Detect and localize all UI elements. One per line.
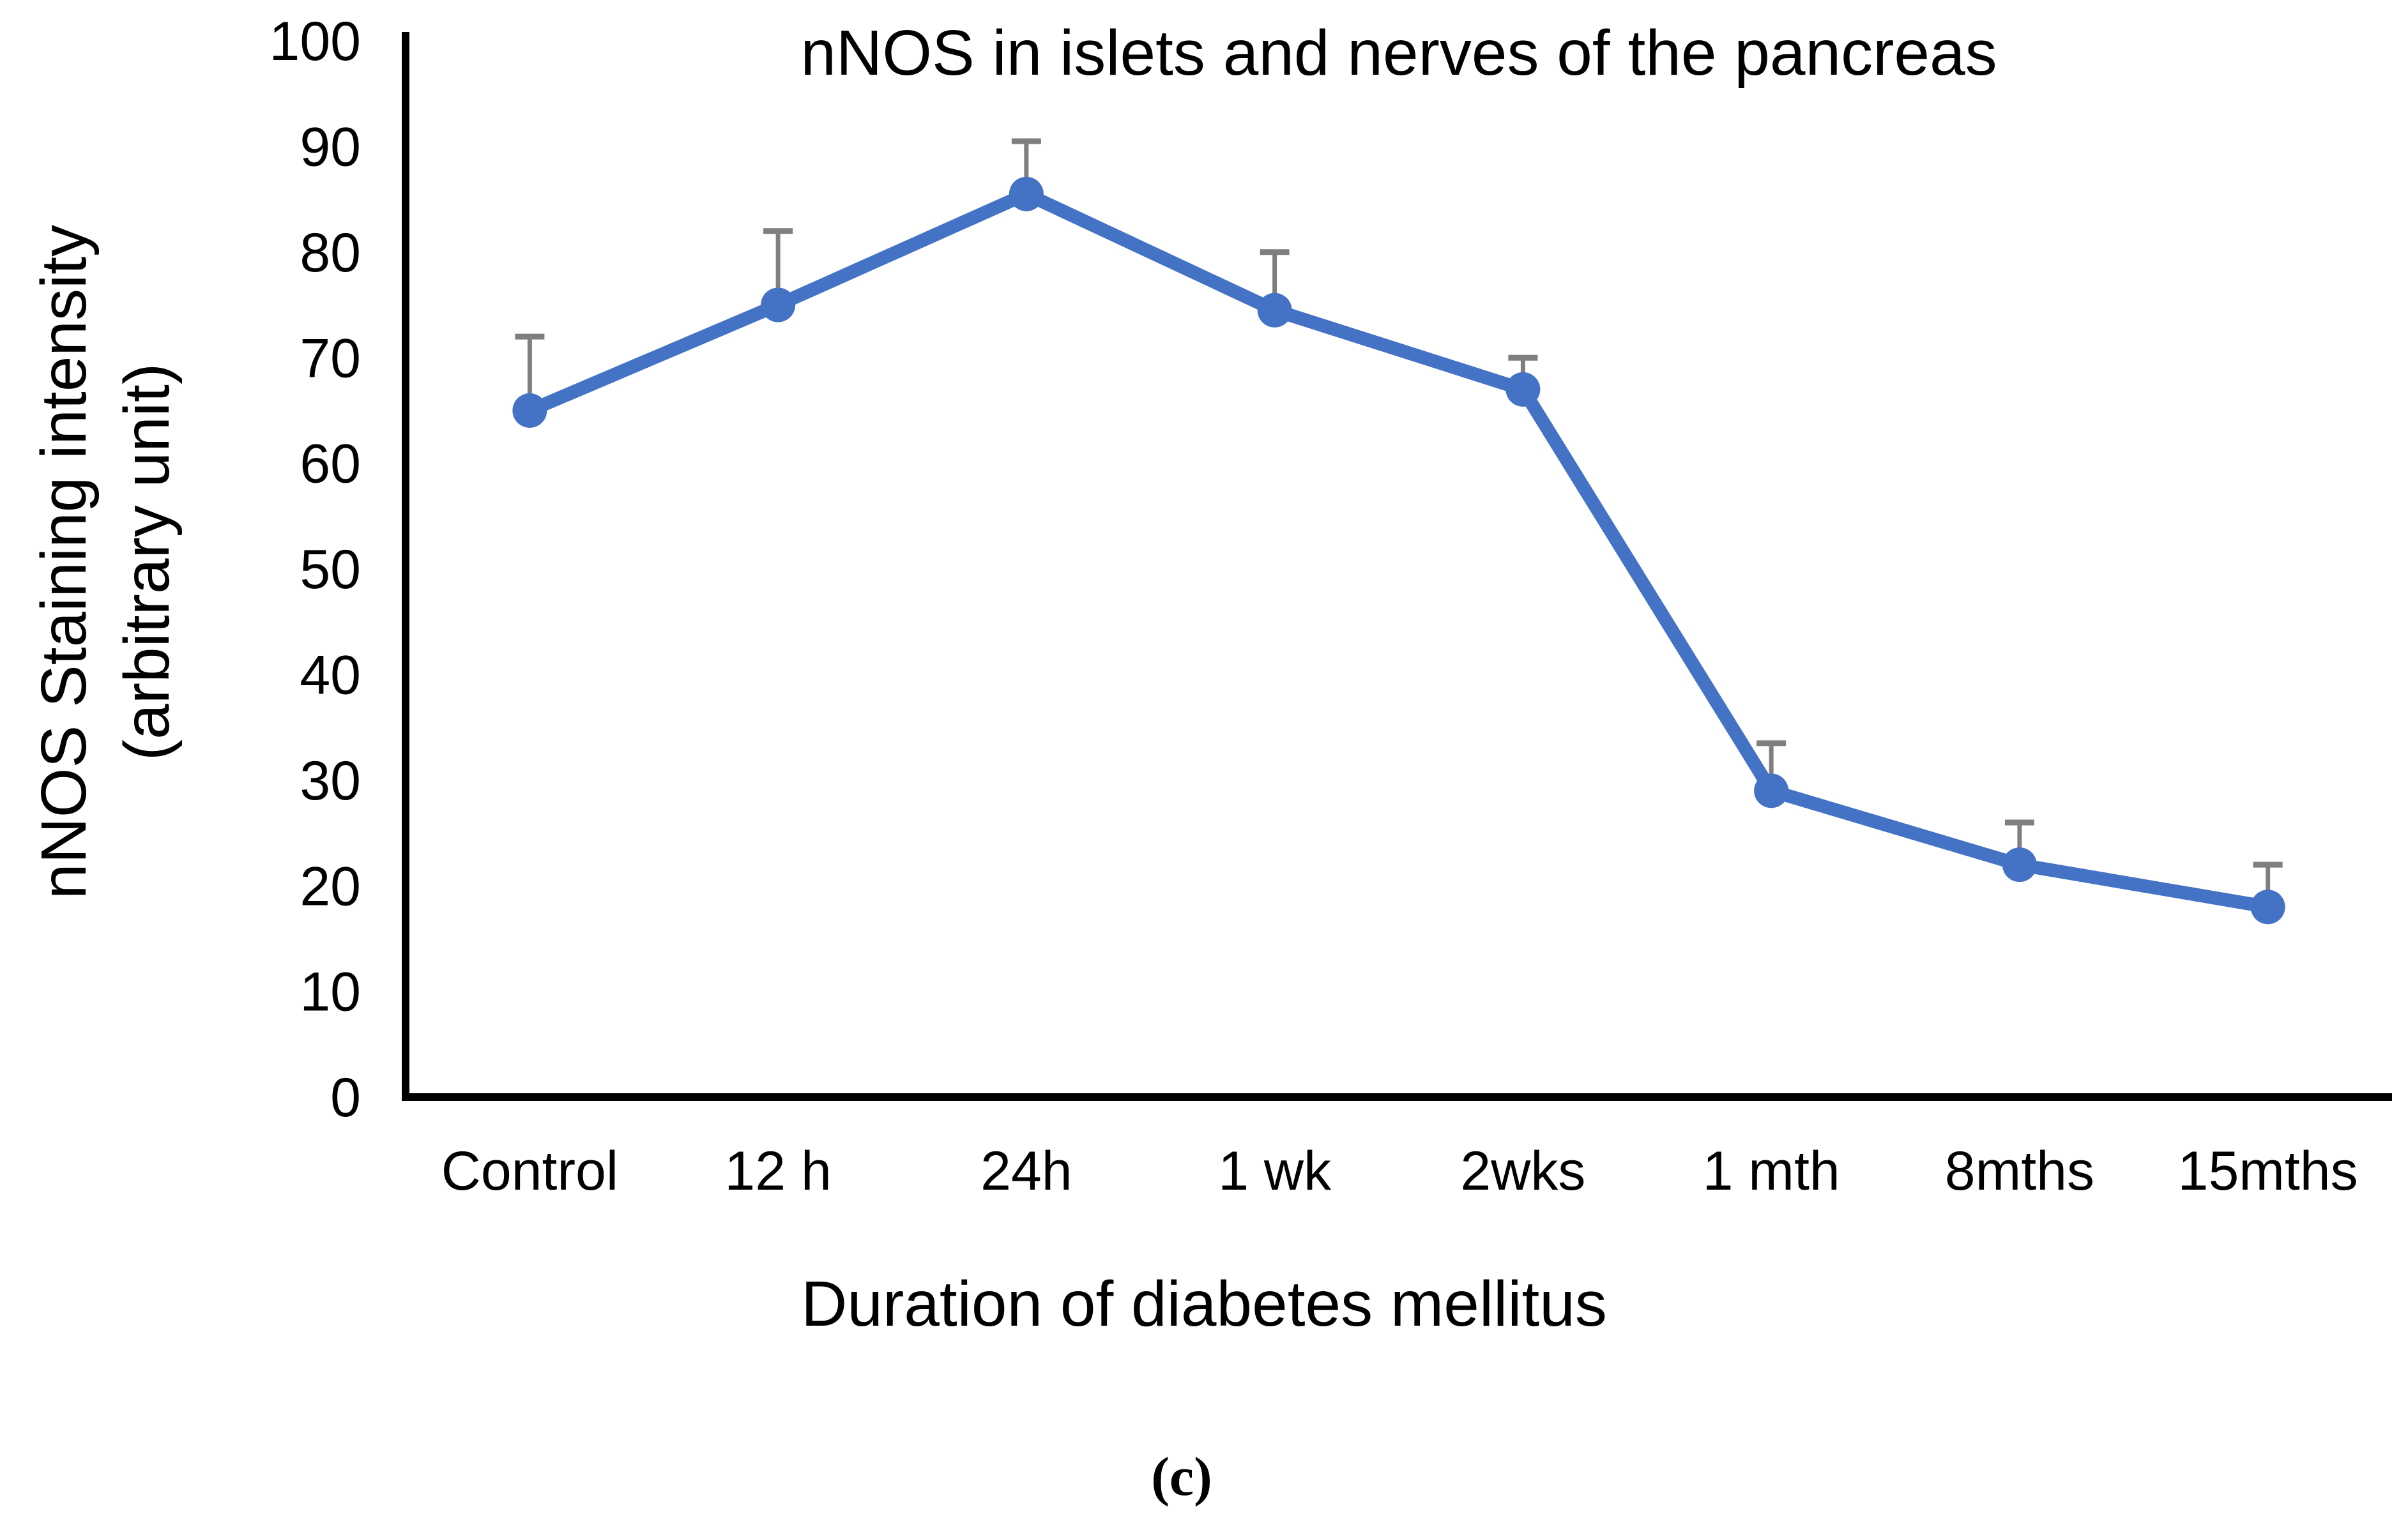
y-tick-label: 80 bbox=[300, 222, 361, 284]
x-tick-label: 12 h bbox=[724, 1140, 831, 1202]
data-point-marker bbox=[1009, 176, 1044, 211]
x-tick-label: 1 wk bbox=[1218, 1140, 1332, 1202]
data-point-marker bbox=[1257, 292, 1292, 328]
data-point-marker bbox=[2002, 847, 2037, 883]
figure-caption: (c) bbox=[1151, 1446, 1212, 1507]
y-axis-title: nNOS Staining intensity (arbitrary unit) bbox=[22, 225, 188, 899]
data-point-marker bbox=[1754, 773, 1789, 808]
y-tick-label: 50 bbox=[300, 539, 361, 600]
y-tick-label: 90 bbox=[300, 117, 361, 178]
x-tick-label: 15mths bbox=[2178, 1140, 2358, 1202]
y-tick-label: 40 bbox=[300, 645, 361, 706]
data-point-marker bbox=[761, 287, 796, 322]
x-axis-title: Duration of diabetes mellitus bbox=[801, 1268, 1607, 1340]
data-point-marker bbox=[1505, 372, 1541, 407]
y-tick-label: 10 bbox=[300, 962, 361, 1023]
y-tick-label: 60 bbox=[300, 434, 361, 495]
y-tick-label: 20 bbox=[300, 856, 361, 917]
y-axis-title-line2: (arbitrary unit) bbox=[111, 363, 183, 761]
chart-title: nNOS in islets and nerves of the pancrea… bbox=[800, 17, 1997, 89]
y-tick-label: 70 bbox=[300, 328, 361, 389]
data-point-marker bbox=[2250, 890, 2285, 925]
y-axis-title-line1: nNOS Staining intensity bbox=[28, 224, 100, 900]
y-tick-label: 100 bbox=[270, 11, 362, 72]
x-tick-label: Control bbox=[441, 1140, 618, 1202]
y-tick-label: 0 bbox=[330, 1067, 361, 1128]
series-line bbox=[522, 187, 2275, 914]
x-tick-label: 2wks bbox=[1460, 1140, 1585, 1202]
x-tick-label: 24h bbox=[980, 1140, 1072, 1202]
data-point-marker bbox=[512, 393, 547, 428]
y-tick-label: 30 bbox=[300, 750, 361, 812]
x-tick-label: 1 mth bbox=[1703, 1140, 1840, 1202]
x-tick-label: 8mths bbox=[1945, 1140, 2094, 1202]
